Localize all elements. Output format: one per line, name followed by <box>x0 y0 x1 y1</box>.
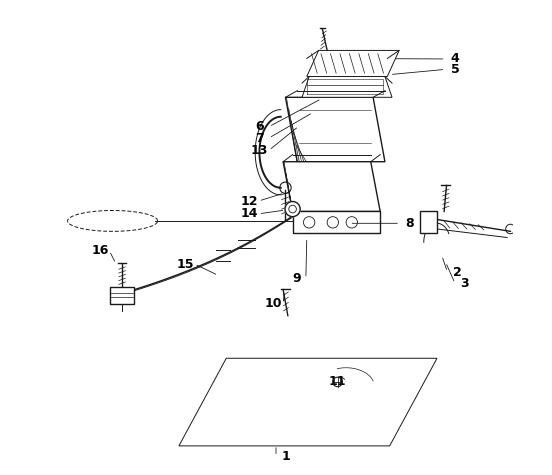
Text: 1: 1 <box>281 450 290 463</box>
Text: 3: 3 <box>460 277 469 290</box>
Polygon shape <box>110 287 134 304</box>
Text: 7: 7 <box>255 132 264 144</box>
Text: 14: 14 <box>240 207 258 220</box>
Text: 6: 6 <box>255 120 264 133</box>
Polygon shape <box>307 50 399 76</box>
Text: 16: 16 <box>91 244 109 257</box>
Polygon shape <box>302 76 392 97</box>
Text: 8: 8 <box>405 217 414 230</box>
Circle shape <box>285 201 300 217</box>
Text: 2: 2 <box>453 266 461 278</box>
Text: 12: 12 <box>240 195 258 208</box>
Text: 5: 5 <box>450 63 459 76</box>
Polygon shape <box>421 211 437 233</box>
Text: 10: 10 <box>265 297 283 310</box>
Text: 11: 11 <box>329 374 346 388</box>
Text: 13: 13 <box>251 144 268 157</box>
Polygon shape <box>179 358 437 446</box>
Polygon shape <box>293 211 380 233</box>
Polygon shape <box>283 162 380 211</box>
Polygon shape <box>285 97 385 162</box>
Text: 15: 15 <box>176 257 194 271</box>
Text: 4: 4 <box>450 52 459 66</box>
Text: 9: 9 <box>292 272 301 285</box>
